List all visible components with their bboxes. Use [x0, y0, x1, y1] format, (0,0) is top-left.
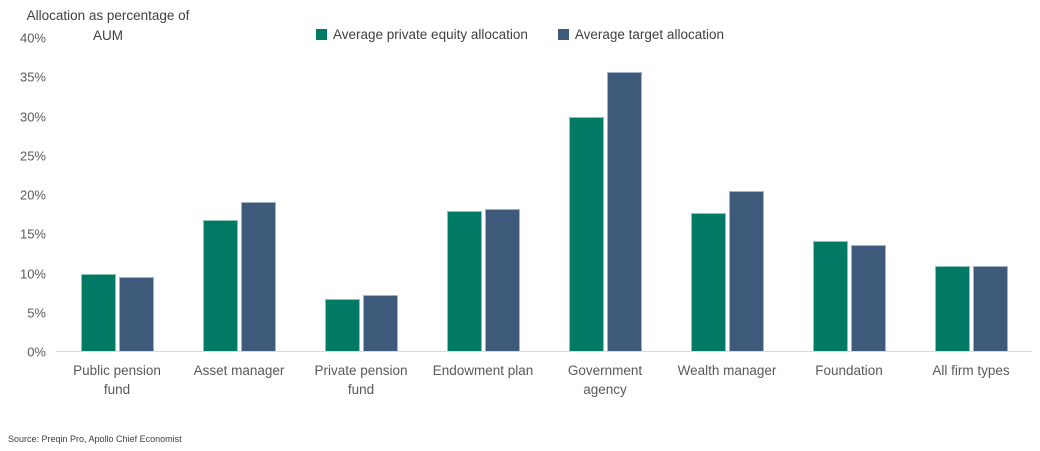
category-label: Private pension fund	[314, 363, 408, 397]
chart-title: Allocation as percentage of AUM	[10, 6, 206, 46]
y-axis: 0% 5% 10% 15% 20% 25% 30% 35% 40%	[0, 31, 46, 360]
category-label: Asset manager	[193, 363, 285, 378]
bar	[812, 240, 848, 351]
bar	[324, 299, 360, 351]
bar	[606, 71, 642, 351]
x-axis: Public pension fund Asset manager Private …	[56, 361, 1032, 399]
legend-item-private-equity: Average private equity allocation	[316, 27, 528, 42]
bar-group	[178, 38, 300, 351]
y-axis-tick-label: 30%	[19, 109, 46, 124]
chart-title-line2: AUM	[93, 28, 123, 43]
legend-swatch-private-equity	[316, 29, 327, 40]
bar	[728, 190, 764, 351]
legend-label-private-equity: Average private equity allocation	[333, 27, 528, 42]
y-axis-tick-label: 10%	[19, 266, 46, 281]
y-axis-tick-label: 35%	[19, 69, 46, 85]
bar	[362, 294, 398, 351]
bar	[934, 265, 970, 351]
bar-group	[56, 38, 178, 351]
chart-title-line1: Allocation as percentage of	[26, 8, 190, 23]
bar	[240, 202, 276, 351]
bar	[118, 276, 154, 351]
y-axis-tick-label: 0%	[27, 344, 46, 360]
bar-group	[666, 38, 788, 351]
legend-label-target: Average target allocation	[574, 27, 724, 42]
category-label: Foundation	[815, 363, 883, 378]
category-label: Public pension fund	[73, 363, 161, 397]
bar	[202, 219, 238, 351]
bar-group	[422, 38, 544, 351]
y-axis-tick-label: 40%	[19, 30, 46, 46]
bar	[850, 244, 886, 351]
legend-item-target: Average target allocation	[557, 27, 724, 42]
y-axis-tick-label: 15%	[19, 226, 46, 242]
category-label: Government agency	[567, 363, 643, 397]
bar	[80, 273, 116, 351]
bar-group	[544, 38, 666, 351]
source-note: Source: Preqin Pro, Apollo Chief Economi…	[8, 434, 182, 444]
bar-group	[910, 38, 1032, 351]
plot-area	[56, 38, 1032, 352]
y-axis-tick-label: 20%	[19, 187, 46, 203]
bar	[972, 265, 1008, 351]
bar	[568, 117, 604, 351]
bar	[446, 210, 482, 351]
category-label: All firm types	[932, 363, 1010, 378]
bar-group	[788, 38, 910, 351]
category-label: Wealth manager	[677, 363, 777, 378]
legend-swatch-target	[557, 29, 569, 40]
bar	[484, 208, 520, 351]
y-axis-tick-label: 5%	[27, 305, 46, 321]
bar-group	[300, 38, 422, 351]
legend: Average private equity allocation Averag…	[0, 27, 1040, 42]
bar	[690, 212, 726, 351]
category-label: Endowment plan	[432, 363, 534, 378]
y-axis-tick-label: 25%	[19, 148, 46, 164]
